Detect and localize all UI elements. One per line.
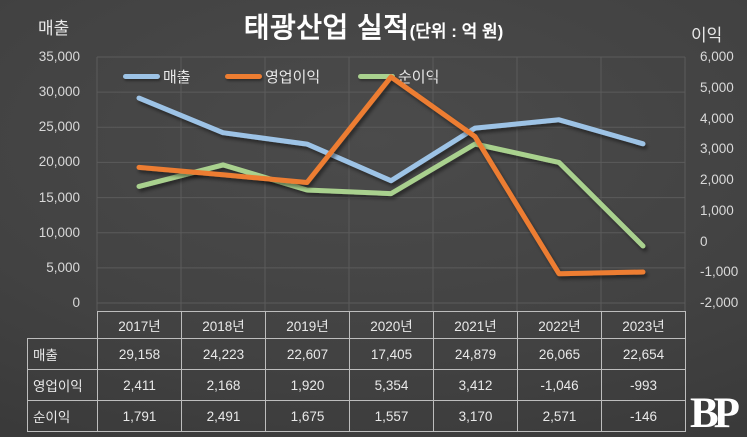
table-corner-cell — [28, 312, 98, 339]
right-axis-tick: 3,000 — [700, 141, 734, 157]
table-year-header: 2022년 — [517, 311, 602, 339]
series-line-net-profit — [136, 141, 646, 249]
table-cell-operating-profit: -993 — [601, 369, 686, 401]
table-row-net-profit: 순이익 1,791 2,491 1,675 1,557 3,170 2,571 -146 — [27, 400, 686, 432]
table-cell-revenue: 29,158 — [97, 338, 182, 370]
right-axis-tick: 6,000 — [700, 49, 734, 64]
series-line-revenue — [136, 95, 646, 184]
table-cell-net-profit: 1,791 — [97, 400, 182, 432]
table-cell-net-profit: 1,557 — [349, 400, 434, 432]
right-axis-tick: 5,000 — [700, 79, 734, 95]
right-axis-tick: -1,000 — [700, 264, 739, 280]
left-axis-tick: 15,000 — [38, 189, 80, 205]
table-cell-operating-profit: -1,046 — [517, 369, 602, 401]
table-cell-net-profit: 2,571 — [517, 400, 602, 432]
right-axis-tick: 1,000 — [700, 202, 734, 218]
series-line-operating-profit — [136, 74, 646, 277]
data-table: 2017년 2018년 2019년 2020년 2021년 2022년 2023년 매출 29,… — [27, 311, 686, 432]
table-cell-net-profit: 3,170 — [433, 400, 518, 432]
table-header-row: 2017년 2018년 2019년 2020년 2021년 2022년 2023년 — [28, 311, 686, 339]
table-cell-revenue: 22,607 — [265, 338, 350, 370]
table-row-revenue: 매출 29,158 24,223 22,607 17,405 24,879 26,065 22… — [27, 338, 686, 370]
left-axis-tick: 0 — [72, 295, 80, 310]
table-cell-net-profit: 2,491 — [181, 400, 266, 432]
table-row-label-revenue: 매출 — [27, 338, 98, 370]
left-axis-tick: 30,000 — [38, 84, 80, 100]
table-row-label-net-profit: 순이익 — [27, 400, 98, 432]
table-row-label-operating-profit: 영업이익 — [27, 369, 98, 401]
bp-logo: BP — [690, 390, 740, 437]
table-cell-operating-profit: 3,412 — [433, 369, 518, 401]
right-axis-tick: 0 — [700, 233, 708, 249]
chart-title-unit: (단위 : 억 원) — [409, 22, 504, 41]
right-axis-title: 이익 — [691, 26, 723, 45]
table-cell-operating-profit: 2,168 — [181, 369, 266, 401]
table-year-header: 2023년 — [601, 311, 686, 339]
table-cell-revenue: 24,879 — [433, 338, 518, 370]
table-cell-revenue: 24,223 — [181, 338, 266, 370]
right-axis-tick: -2,000 — [700, 295, 739, 310]
table-cell-revenue: 17,405 — [349, 338, 434, 370]
table-row-operating-profit: 영업이익 2,411 2,168 1,920 5,354 3,412 -1,046 -993 — [27, 369, 686, 401]
chart-title: 태광산업 실적(단위 : 억 원) — [0, 6, 747, 46]
table-cell-operating-profit: 2,411 — [97, 369, 182, 401]
left-axis-tick: 10,000 — [38, 224, 80, 240]
left-axis-tick: 20,000 — [38, 154, 80, 170]
table-cell-net-profit: -146 — [601, 400, 686, 432]
left-axis-tick: 5,000 — [46, 259, 80, 275]
right-axis-tick: 4,000 — [700, 110, 734, 126]
left-axis-title: 매출 — [38, 19, 70, 38]
table-year-header: 2019년 — [265, 311, 350, 339]
table-cell-revenue: 26,065 — [517, 338, 602, 370]
table-year-header: 2018년 — [181, 311, 266, 339]
left-axis-tick: 25,000 — [38, 119, 80, 135]
chart-title-main: 태광산업 실적 — [243, 12, 410, 43]
table-cell-operating-profit: 1,920 — [265, 369, 350, 401]
table-year-header: 2021년 — [433, 311, 518, 339]
gridlines — [96, 56, 686, 311]
table-cell-operating-profit: 5,354 — [349, 369, 434, 401]
right-axis-tick: 2,000 — [700, 172, 734, 187]
table-year-header: 2020년 — [349, 311, 434, 339]
table-year-header: 2017년 — [97, 311, 182, 339]
left-axis-tick: 35,000 — [38, 49, 80, 64]
table-cell-net-profit: 1,675 — [265, 400, 350, 432]
table-cell-revenue: 22,654 — [601, 338, 686, 370]
